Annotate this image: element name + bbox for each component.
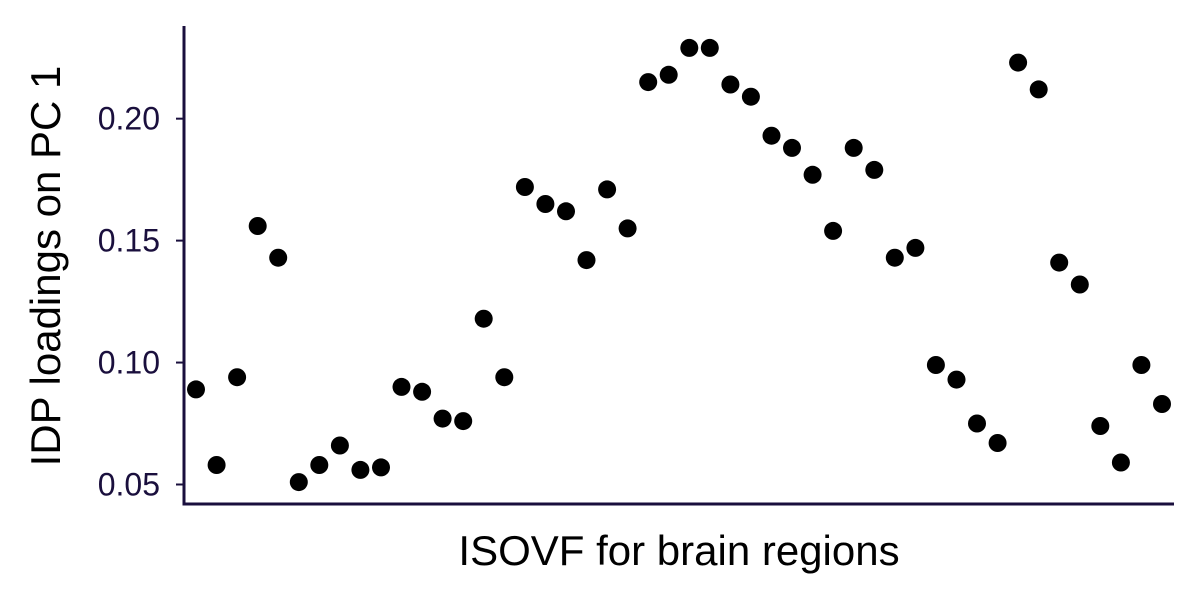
data-point <box>1070 275 1089 294</box>
y-axis-title: IDP loadings on PC 1 <box>22 66 69 467</box>
data-point <box>906 238 925 257</box>
data-point <box>433 409 452 428</box>
y-tick-label: 0.15 <box>98 223 160 259</box>
data-point <box>783 138 801 157</box>
data-point <box>413 382 432 401</box>
data-point <box>659 65 678 84</box>
data-point <box>1111 453 1130 472</box>
data-point <box>1029 80 1048 99</box>
data-point <box>454 412 473 431</box>
data-point <box>351 460 370 479</box>
data-point <box>557 202 575 221</box>
data-point <box>721 75 740 94</box>
data-point <box>577 251 596 270</box>
data-point <box>618 219 637 238</box>
data-point <box>330 436 349 455</box>
data-point <box>947 370 966 389</box>
data-point <box>803 165 822 184</box>
data-point <box>865 160 884 179</box>
data-point <box>598 180 617 199</box>
data-point <box>515 178 534 196</box>
y-tick-label: 0.10 <box>98 345 160 381</box>
y-axis-ticks: 0.05 0.10 0.15 0.20 <box>98 101 184 502</box>
data-point <box>844 138 863 157</box>
data-point <box>228 368 247 387</box>
data-point <box>1132 356 1151 374</box>
data-point <box>392 377 411 396</box>
data-point <box>1153 395 1171 413</box>
data-point <box>762 126 781 145</box>
data-point <box>639 73 658 92</box>
y-tick-label: 0.05 <box>98 466 160 502</box>
y-tick-label: 0.20 <box>98 101 160 137</box>
data-point <box>372 458 390 477</box>
data-point <box>187 380 205 399</box>
data-point <box>680 38 699 57</box>
data-point <box>495 368 514 387</box>
data-point <box>269 248 288 267</box>
data-point <box>248 217 267 235</box>
data-point <box>988 434 1007 452</box>
data-point <box>700 38 719 57</box>
data-point <box>207 456 226 474</box>
x-axis-title: ISOVF for brain regions <box>458 527 899 574</box>
data-point <box>1009 53 1028 72</box>
data-point <box>741 87 760 106</box>
data-point <box>926 356 945 374</box>
data-point <box>474 309 493 328</box>
data-point <box>310 456 329 474</box>
data-point <box>1050 253 1069 272</box>
data-point <box>885 248 904 267</box>
data-point <box>824 221 843 240</box>
data-point <box>536 195 555 213</box>
data-points <box>187 38 1171 492</box>
data-point <box>289 473 308 492</box>
data-point <box>968 414 986 433</box>
data-point <box>1091 417 1110 435</box>
